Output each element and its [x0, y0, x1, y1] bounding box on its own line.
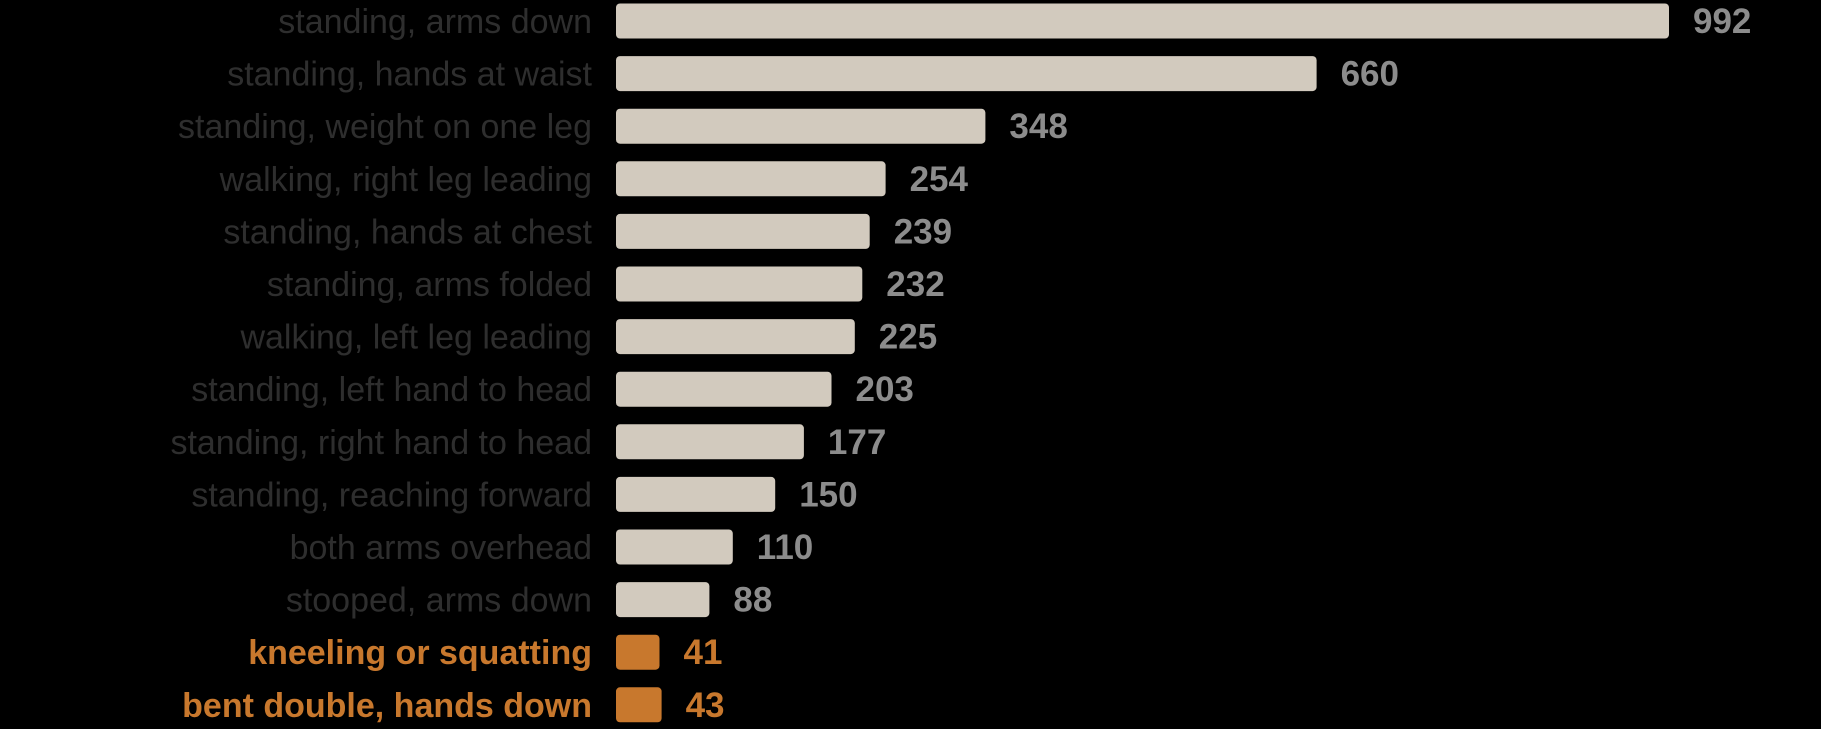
bar-6 — [616, 319, 855, 355]
category-label-8: standing, right hand to head — [170, 424, 592, 462]
category-label-9: standing, reaching forward — [191, 476, 592, 514]
value-label-11: 88 — [733, 581, 772, 620]
value-label-7: 203 — [856, 370, 914, 409]
category-label-4: standing, hands at chest — [223, 213, 592, 251]
category-label-12: kneeling or squatting — [248, 634, 592, 672]
category-label-3: walking, right leg leading — [219, 161, 592, 199]
value-label-3: 254 — [910, 160, 969, 199]
bar-7 — [616, 371, 832, 407]
bar-3 — [616, 161, 886, 197]
value-label-4: 239 — [894, 212, 952, 251]
category-label-6: walking, left leg leading — [239, 319, 592, 357]
bar-11 — [616, 582, 710, 618]
category-label-2: standing, weight on one leg — [178, 108, 592, 146]
bar-2 — [616, 108, 986, 144]
bar-9 — [616, 476, 776, 512]
value-label-13: 43 — [686, 686, 725, 725]
bar-1 — [616, 56, 1317, 92]
value-label-12: 41 — [684, 633, 723, 672]
bars-group — [616, 3, 1669, 723]
value-label-6: 225 — [879, 318, 937, 357]
bar-5 — [616, 266, 863, 302]
value-label-8: 177 — [828, 423, 886, 462]
category-label-0: standing, arms down — [278, 3, 592, 41]
bar-0 — [616, 3, 1669, 39]
value-label-9: 150 — [799, 475, 857, 514]
bar-4 — [616, 213, 870, 249]
category-labels-group: standing, arms down standing, hands at wa… — [170, 3, 592, 725]
category-label-7: standing, left hand to head — [191, 371, 592, 409]
value-label-0: 992 — [1693, 2, 1751, 41]
value-label-5: 232 — [886, 265, 944, 304]
value-label-1: 660 — [1341, 55, 1399, 94]
value-labels-group: 992 660 348 254 239 232 225 203 177 150 110 88 41 43 — [684, 2, 1752, 725]
category-label-10: both arms overhead — [290, 529, 592, 567]
category-label-1: standing, hands at waist — [227, 56, 592, 94]
category-label-11: stooped, arms down — [286, 582, 592, 620]
value-label-10: 110 — [757, 528, 813, 567]
bar-10 — [616, 529, 733, 565]
bar-13 — [616, 687, 662, 723]
category-label-5: standing, arms folded — [267, 266, 592, 304]
category-label-13: bent double, hands down — [182, 687, 592, 725]
bar-12 — [616, 634, 660, 670]
value-label-2: 348 — [1009, 107, 1067, 146]
bar-8 — [616, 424, 804, 460]
